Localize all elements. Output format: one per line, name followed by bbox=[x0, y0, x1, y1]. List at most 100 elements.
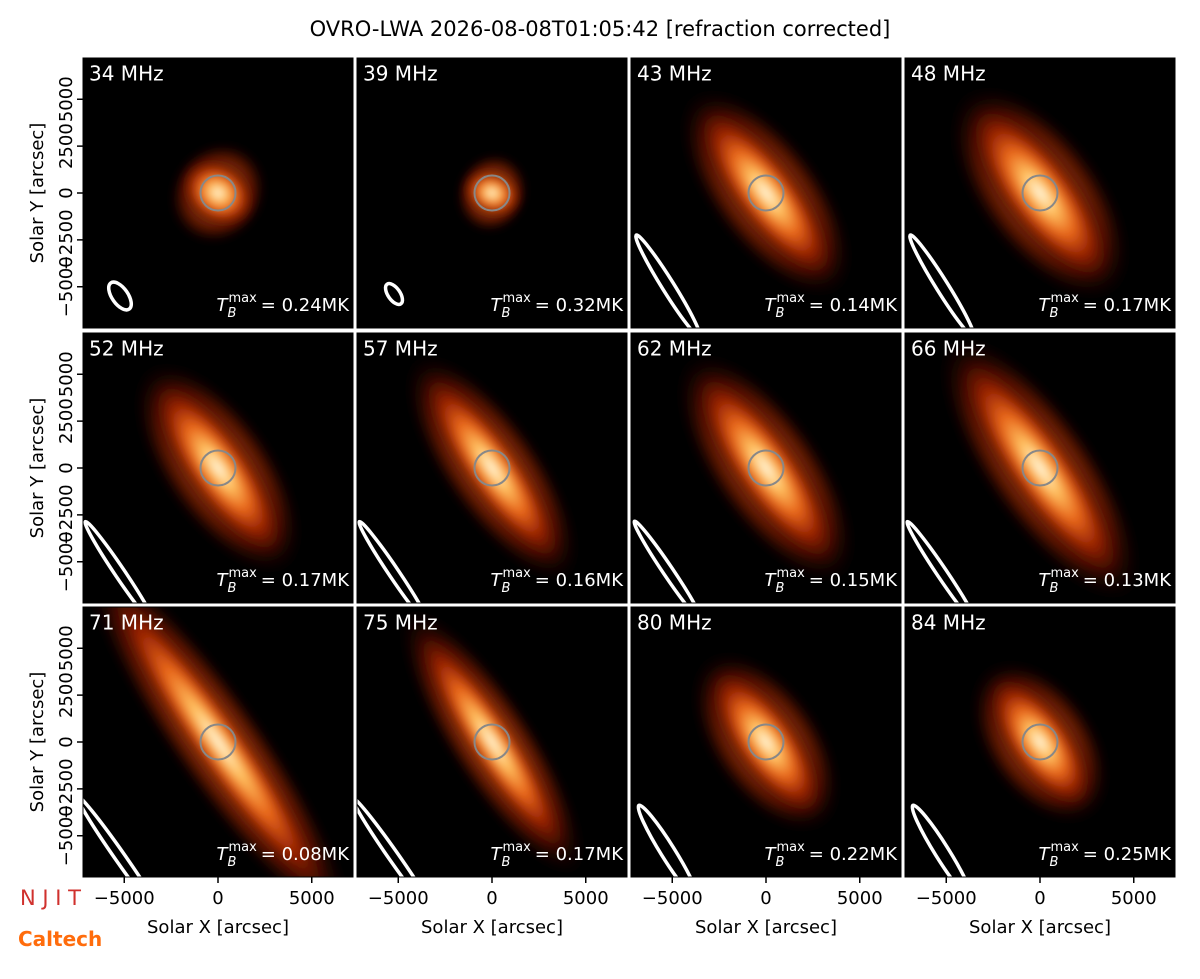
tb-max: TBmax = 0.14MK bbox=[765, 291, 899, 321]
x-tick-label: 5000 bbox=[837, 888, 883, 909]
panel-label: 39 MHz bbox=[363, 62, 438, 86]
beam bbox=[632, 519, 704, 603]
panel-label: 66 MHz bbox=[911, 337, 986, 361]
x-axis-label: Solar X [arcsec] bbox=[421, 917, 563, 938]
x-tick-label: −5000 bbox=[94, 888, 155, 909]
emission bbox=[178, 156, 258, 230]
beam bbox=[83, 519, 157, 603]
tb-max: TBmax = 0.17MK bbox=[1039, 291, 1173, 321]
solar-disk bbox=[747, 449, 785, 487]
logo-njit: N J I T bbox=[20, 886, 81, 910]
y-tick-label: −5000 bbox=[56, 531, 77, 592]
x-tick-label: 5000 bbox=[563, 888, 609, 909]
y-tick-label: 2500 bbox=[56, 398, 77, 444]
panel-label: 43 MHz bbox=[637, 62, 712, 86]
beam bbox=[634, 233, 702, 328]
panel: 80 MHz TBmax = 0.22MK bbox=[630, 606, 902, 878]
solar-disk bbox=[473, 449, 511, 487]
emission bbox=[418, 368, 566, 568]
solar-disk bbox=[199, 174, 237, 212]
y-axis-label: Solar Y [arcsec] bbox=[27, 123, 48, 264]
tb-max: TBmax = 0.13MK bbox=[1039, 566, 1173, 596]
y-tick-label: −2500 bbox=[56, 758, 77, 819]
panel-label: 57 MHz bbox=[363, 337, 438, 361]
x-tick-label: 0 bbox=[1034, 888, 1045, 909]
x-tick-label: 0 bbox=[760, 888, 771, 909]
tb-max: TBmax = 0.16MK bbox=[491, 566, 625, 596]
emission bbox=[984, 671, 1096, 813]
solar-disk bbox=[199, 723, 237, 761]
beam bbox=[106, 280, 134, 312]
y-tick-label: −2500 bbox=[56, 484, 77, 545]
panel-frame bbox=[630, 57, 902, 329]
panel-label: 34 MHz bbox=[89, 62, 164, 86]
beam bbox=[910, 803, 974, 877]
emission bbox=[148, 375, 288, 561]
solar-disk bbox=[473, 174, 511, 212]
tb-max: TBmax = 0.08MK bbox=[217, 840, 351, 870]
panel: 84 MHz TBmax = 0.25MK bbox=[904, 606, 1176, 878]
panel-frame bbox=[630, 332, 902, 604]
tb-max: TBmax = 0.17MK bbox=[217, 566, 351, 596]
emission bbox=[691, 367, 841, 569]
panel-frame bbox=[904, 332, 1176, 604]
x-tick-label: 5000 bbox=[1111, 888, 1157, 909]
solar-disk bbox=[1021, 449, 1059, 487]
x-axis-label: Solar X [arcsec] bbox=[969, 917, 1111, 938]
emission bbox=[412, 623, 572, 861]
beam bbox=[905, 519, 979, 603]
panel: 62 MHz TBmax = 0.15MK bbox=[630, 332, 902, 604]
panel: 66 MHz TBmax = 0.13MK bbox=[904, 332, 1176, 604]
figure-title: OVRO-LWA 2026-08-08T01:05:42 [refraction… bbox=[310, 17, 891, 41]
x-tick-label: 0 bbox=[212, 888, 223, 909]
y-tick-label: 5000 bbox=[56, 351, 77, 397]
panel: 57 MHz TBmax = 0.16MK bbox=[356, 332, 628, 604]
y-tick-label: −2500 bbox=[56, 209, 77, 270]
y-tick-label: −5000 bbox=[56, 805, 77, 866]
y-tick-label: 0 bbox=[56, 736, 77, 747]
solar-disk bbox=[199, 449, 237, 487]
x-axis-label: Solar X [arcsec] bbox=[695, 917, 837, 938]
tb-max: TBmax = 0.24MK bbox=[217, 291, 351, 321]
solar-disk bbox=[473, 723, 511, 761]
y-tick-label: 2500 bbox=[56, 672, 77, 718]
panel-label: 84 MHz bbox=[911, 611, 986, 635]
panel-frame bbox=[356, 332, 628, 604]
solar-disk bbox=[1021, 723, 1059, 761]
y-axis-label: Solar Y [arcsec] bbox=[27, 672, 48, 813]
panel-label: 48 MHz bbox=[911, 62, 986, 86]
x-tick-label: 5000 bbox=[289, 888, 335, 909]
tb-max: TBmax = 0.25MK bbox=[1039, 840, 1173, 870]
y-tick-label: 0 bbox=[56, 462, 77, 473]
tb-max: TBmax = 0.17MK bbox=[491, 840, 625, 870]
panel: 39 MHz TBmax = 0.32MK bbox=[356, 57, 628, 329]
beam bbox=[357, 796, 438, 877]
panel: 48 MHz TBmax = 0.17MK bbox=[904, 57, 1176, 329]
panel: 34 MHz TBmax = 0.24MK bbox=[82, 57, 354, 329]
beam bbox=[383, 281, 405, 307]
panel-label: 71 MHz bbox=[89, 611, 164, 635]
panel-label: 52 MHz bbox=[89, 337, 164, 361]
emission bbox=[954, 351, 1126, 585]
emission bbox=[693, 102, 839, 284]
solar-disk bbox=[747, 174, 785, 212]
beam bbox=[357, 519, 431, 603]
panel: 71 MHz TBmax = 0.08MK bbox=[82, 606, 354, 878]
x-tick-label: −5000 bbox=[642, 888, 703, 909]
panel: 43 MHz TBmax = 0.14MK bbox=[630, 57, 902, 329]
y-tick-label: 2500 bbox=[56, 123, 77, 169]
solar-disk bbox=[747, 723, 785, 761]
x-tick-label: 0 bbox=[486, 888, 497, 909]
solar-disk bbox=[1021, 174, 1059, 212]
tb-max: TBmax = 0.32MK bbox=[491, 291, 625, 321]
y-axis-label: Solar Y [arcsec] bbox=[27, 398, 48, 539]
y-tick-label: 5000 bbox=[56, 625, 77, 671]
panel-frame bbox=[356, 57, 628, 329]
panel-label: 62 MHz bbox=[637, 337, 712, 361]
emission bbox=[460, 166, 524, 220]
tb-max: TBmax = 0.22MK bbox=[765, 840, 899, 870]
panel-frame bbox=[904, 57, 1176, 329]
emission bbox=[100, 607, 336, 877]
panel-label: 75 MHz bbox=[363, 611, 438, 635]
